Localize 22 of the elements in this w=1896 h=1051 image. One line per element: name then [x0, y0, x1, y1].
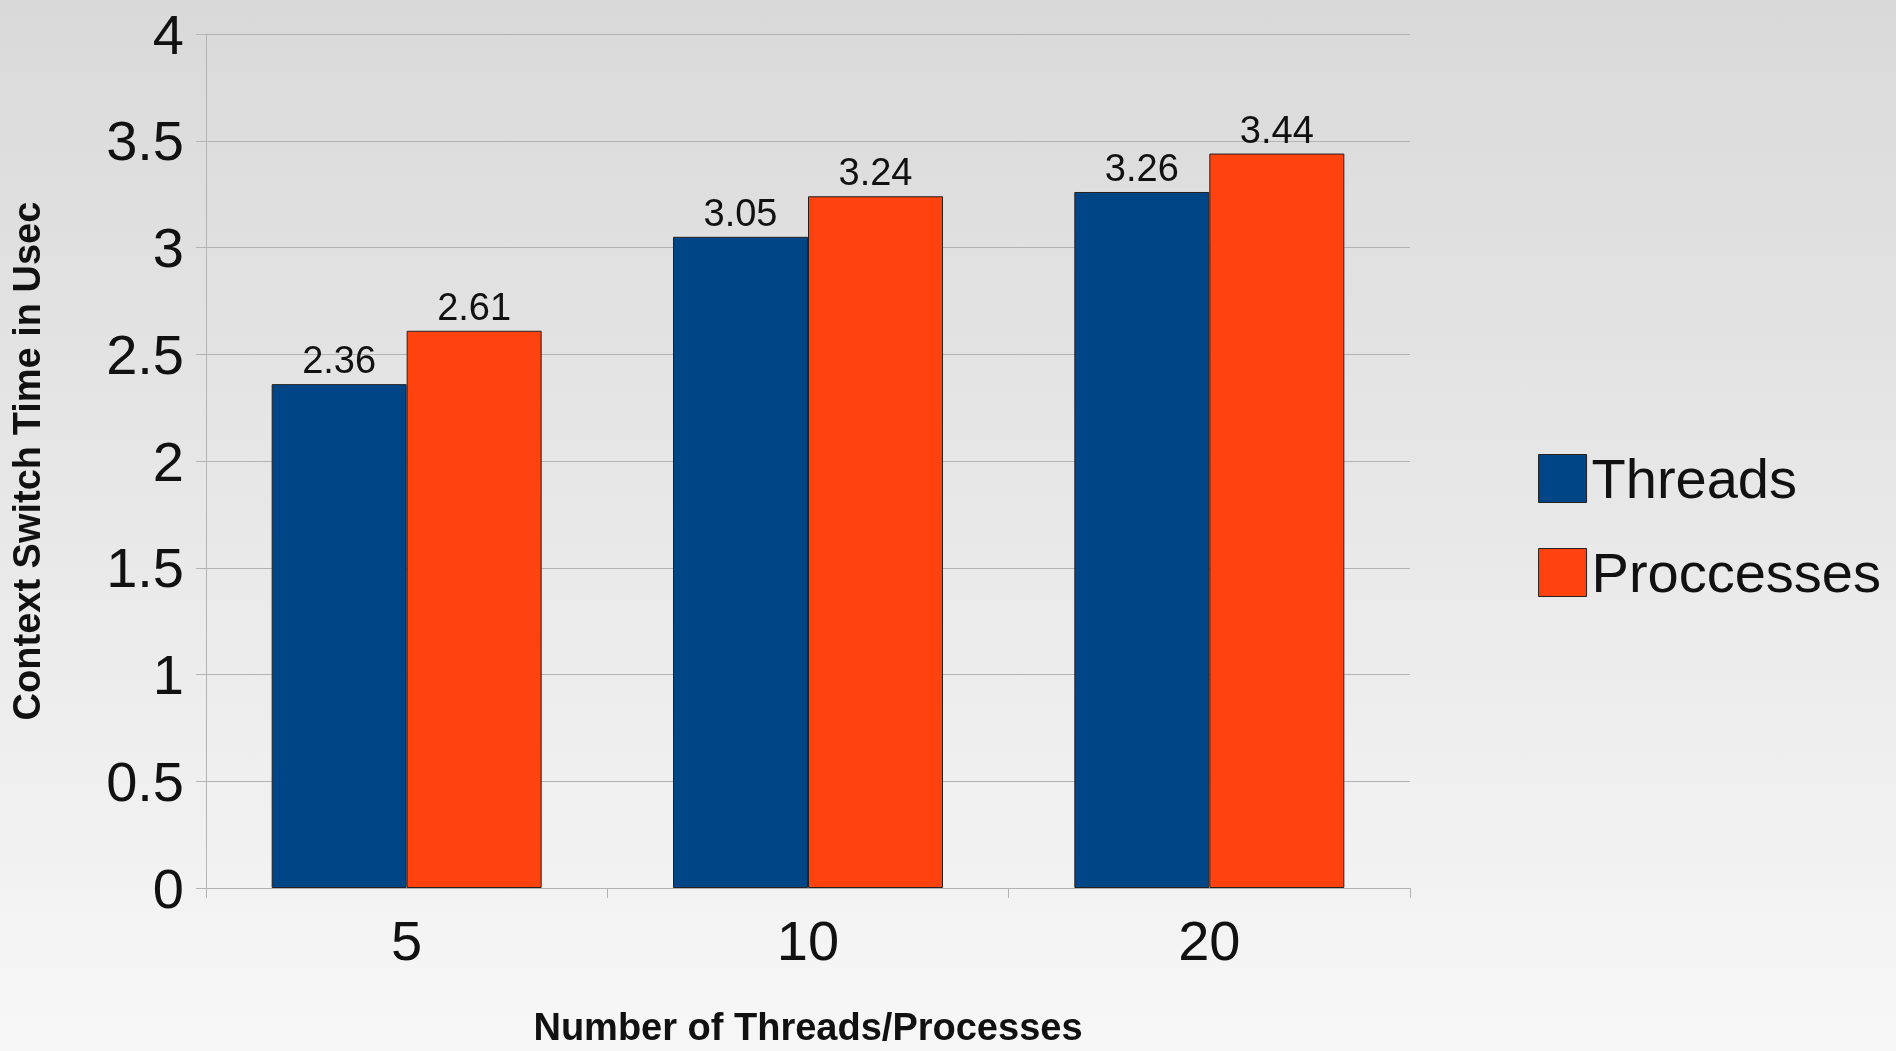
y-tick-label: 1	[152, 643, 184, 706]
y-tick-label: 3.5	[106, 109, 184, 173]
y-tick-label: 4	[152, 2, 184, 66]
data-label: 2.61	[437, 285, 512, 328]
y-tick-label: 3	[152, 216, 184, 279]
data-label: 3.24	[838, 151, 913, 194]
y-tick-label: 2	[152, 429, 184, 493]
data-label: 3.05	[703, 191, 778, 234]
legend-label: Threads	[1591, 447, 1797, 510]
legend-label: Proccesses	[1591, 541, 1881, 604]
x-tick-label: 20	[1178, 908, 1241, 972]
y-tick-label: 0.5	[106, 749, 184, 813]
x-tick-label: 5	[391, 908, 423, 972]
y-tick-label: 2.5	[106, 322, 184, 386]
y-tick-label: 0	[152, 856, 184, 920]
data-label: 2.36	[302, 339, 377, 382]
x-axis-title: Number of Threads/Processes	[533, 1006, 1083, 1048]
x-tick-label: 10	[776, 908, 840, 972]
y-axis-title: Context Switch Time in Usec	[6, 201, 48, 721]
data-label: 3.44	[1239, 108, 1314, 151]
y-tick-label: 1.5	[106, 536, 184, 600]
data-label: 3.26	[1104, 146, 1179, 189]
